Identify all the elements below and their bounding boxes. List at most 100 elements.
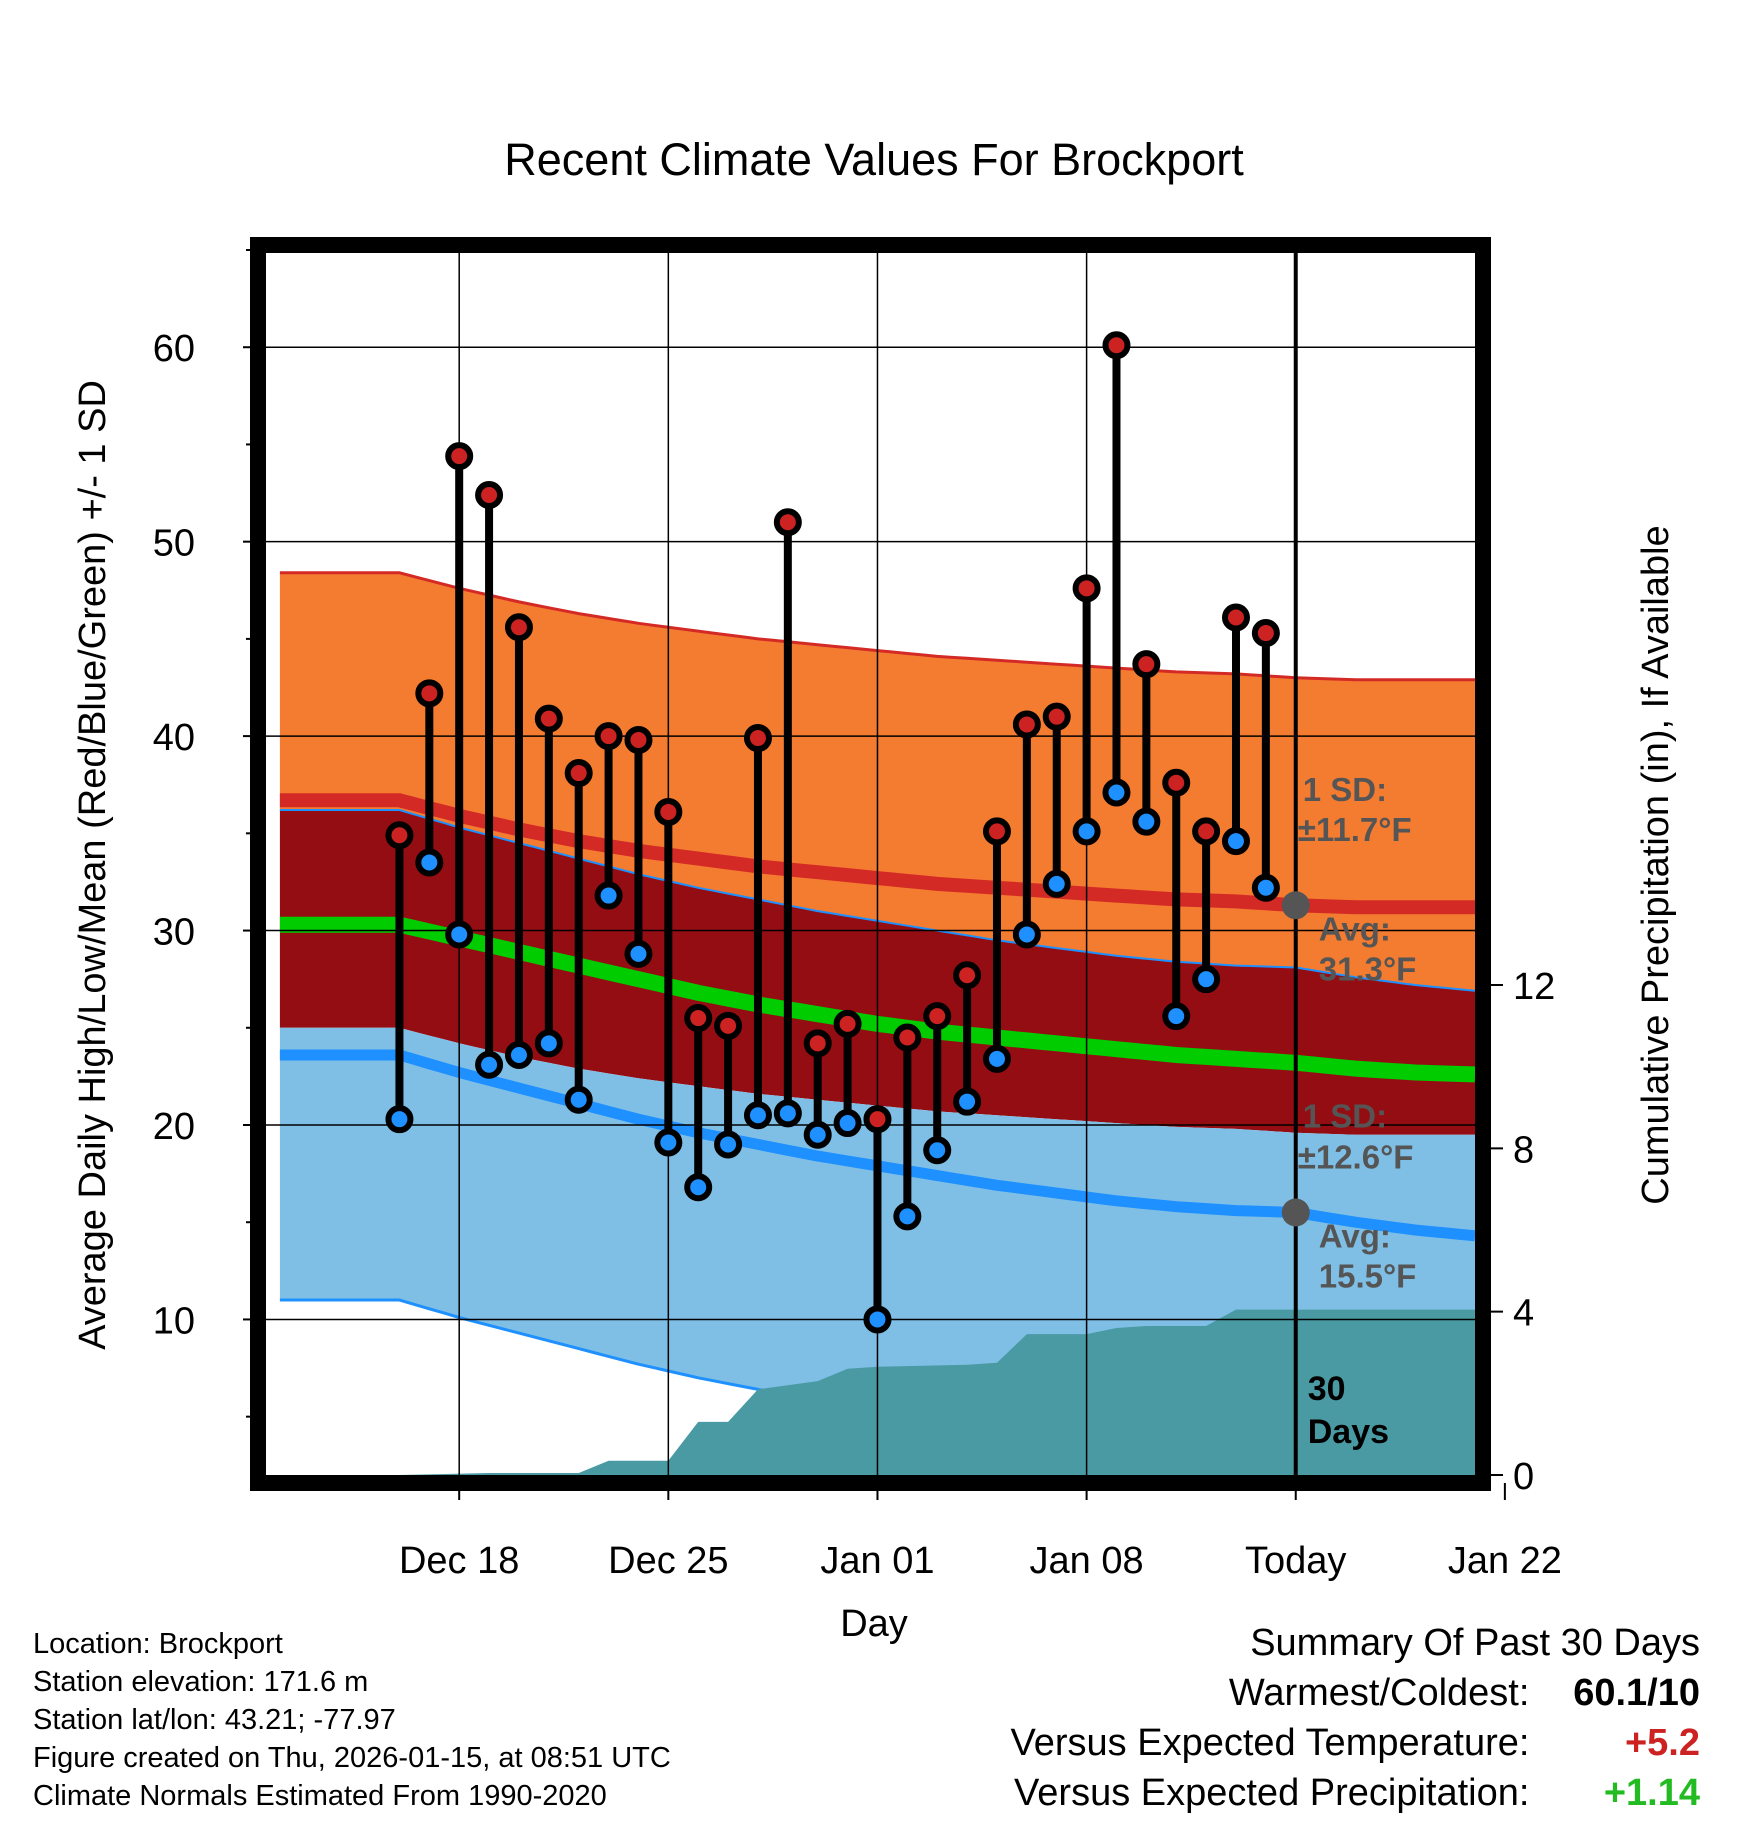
summary-warm-cold: Warmest/Coldest: 60.1/10 (1011, 1668, 1700, 1718)
meta-elevation: Station elevation: 171.6 m (33, 1666, 369, 1698)
low-point (445, 920, 474, 949)
meta-latlon: Station lat/lon: 43.21; -77.97 (33, 1704, 396, 1736)
low-point (1251, 873, 1280, 902)
summary-temp: Versus Expected Temperature: +5.2 (1011, 1718, 1700, 1768)
precip-value: +1.14 (1603, 1772, 1700, 1814)
x-tick-label: Jan 22 (1448, 1540, 1562, 1582)
high-point (385, 821, 414, 850)
high-point (1132, 650, 1161, 679)
y-axis-label: Average Daily High/Low/Mean (Red/Blue/Gr… (72, 380, 114, 1350)
today-high-avg-marker (1281, 891, 1310, 920)
y-tick-label: 30 (153, 912, 195, 954)
high-point (863, 1105, 892, 1134)
low-point (684, 1173, 713, 1202)
high-point (1162, 768, 1191, 797)
low-point (1102, 778, 1131, 807)
low-point (385, 1105, 414, 1134)
high-point (1221, 603, 1250, 632)
low-point (564, 1085, 593, 1114)
low-sd-label: 1 SD: (1303, 1098, 1387, 1135)
warm-cold-label: Warmest/Coldest: (1228, 1672, 1530, 1714)
high-point (1042, 702, 1071, 731)
precip-area (399, 1309, 1475, 1475)
y2-tick-label: 8 (1513, 1129, 1534, 1171)
low-point (1192, 965, 1221, 994)
summary-precip: Versus Expected Precipitation: +1.14 (1011, 1768, 1700, 1818)
low-point (475, 1050, 504, 1079)
y2-tick-label: 12 (1513, 966, 1555, 1008)
low-point (953, 1087, 982, 1116)
summary-panel: Summary Of Past 30 Days Warmest/Coldest:… (1011, 1618, 1700, 1818)
low-point (1162, 1002, 1191, 1031)
x-tick-label: Dec 25 (608, 1540, 728, 1582)
low-avg-value: 15.5°F (1319, 1258, 1417, 1295)
x-tick-label: Today (1245, 1540, 1346, 1582)
high-point (1012, 710, 1041, 739)
axes: 10 20 30 40 50 60 0 4 8 12 Dec 18 Dec 25 Jan 01 Jan 0… (153, 249, 1562, 1582)
high-sd-value: ±11.7°F (1298, 811, 1412, 848)
low-point (624, 939, 653, 968)
y2-tick-label: 0 (1513, 1456, 1534, 1498)
high-point (594, 722, 623, 751)
low-avg-label: Avg: (1319, 1218, 1391, 1255)
x-axis-label: Day (840, 1603, 908, 1645)
high-point (893, 1023, 922, 1052)
meta-normals: Climate Normals Estimated From 1990-2020 (33, 1780, 607, 1812)
meta-created: Figure created on Thu, 2026-01-15, at 08… (33, 1742, 671, 1774)
high-avg-label: Avg: (1319, 910, 1391, 947)
low-point (803, 1120, 832, 1149)
y-tick-label: 20 (153, 1106, 195, 1148)
low-sd-value: ±12.6°F (1298, 1139, 1414, 1176)
x-tick-label: Dec 18 (399, 1540, 519, 1582)
today-marker-count: 30 (1308, 1370, 1346, 1408)
summary-title: Summary Of Past 30 Days (1250, 1622, 1700, 1664)
y2-tick-label: 4 (1513, 1293, 1534, 1335)
low-point (923, 1136, 952, 1165)
high-point (415, 679, 444, 708)
high-point (1192, 817, 1221, 846)
high-point (1102, 331, 1131, 360)
y-tick-label: 10 (153, 1300, 195, 1342)
high-point (475, 481, 504, 509)
high-point (714, 1011, 743, 1040)
low-point (504, 1041, 533, 1069)
high-point (953, 961, 982, 990)
high-point (773, 508, 802, 537)
low-point (1042, 869, 1071, 898)
y2-axis-label: Cumulative Precipitation (in), If Availa… (1635, 525, 1677, 1204)
y-tick-label: 60 (153, 328, 195, 370)
today-marker-unit: Days (1308, 1413, 1389, 1451)
warm-cold-value: 60.1/10 (1573, 1672, 1700, 1714)
meta-location: Location: Brockport (33, 1628, 283, 1660)
low-point (534, 1029, 563, 1058)
high-sd-label: 1 SD: (1303, 771, 1387, 808)
high-point (654, 797, 683, 826)
high-point (923, 1002, 952, 1031)
low-point (1132, 807, 1161, 836)
low-point (594, 881, 623, 910)
low-point (415, 848, 444, 877)
low-point (743, 1101, 772, 1130)
high-point (504, 613, 533, 642)
low-point (1221, 827, 1250, 856)
low-point (654, 1128, 683, 1157)
low-point (773, 1099, 802, 1128)
high-avg-value: 31.3°F (1319, 950, 1417, 987)
low-point (893, 1202, 922, 1231)
high-point (982, 817, 1011, 846)
high-point (1072, 574, 1101, 603)
temp-label: Versus Expected Temperature: (1010, 1722, 1530, 1764)
low-point (982, 1044, 1011, 1073)
low-point (1012, 920, 1041, 949)
low-point (863, 1305, 892, 1334)
low-point (714, 1130, 743, 1159)
high-point (624, 726, 653, 754)
high-point (743, 724, 772, 753)
chart-title: Recent Climate Values For Brockport (504, 134, 1244, 185)
temp-value: +5.2 (1624, 1722, 1700, 1764)
low-point (1072, 817, 1101, 846)
low-point (833, 1109, 862, 1138)
y-tick-label: 50 (153, 523, 195, 565)
high-point (1251, 619, 1280, 648)
